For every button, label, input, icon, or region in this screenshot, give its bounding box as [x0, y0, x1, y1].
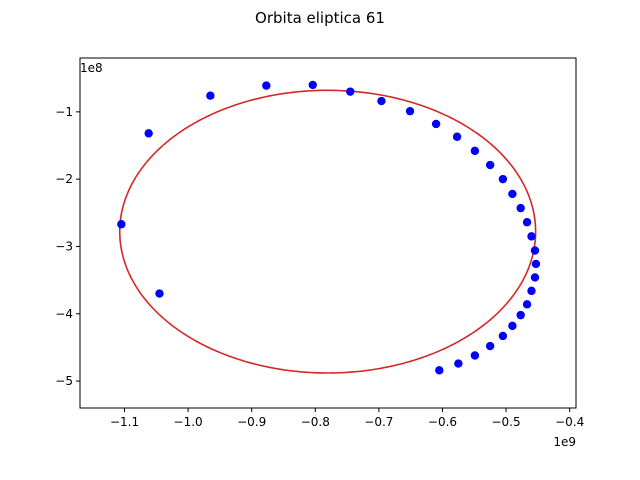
y-axis: −1 −2 −3 −4 −5	[55, 105, 80, 388]
data-point	[308, 80, 317, 90]
data-point	[155, 289, 164, 298]
y-tick-label: −2	[55, 172, 73, 186]
x-tick-label: −0.4	[555, 415, 584, 429]
x-axis: −1.1 −1.0 −0.9 −0.8 −0.7 −0.6 −0.5 −0.4	[110, 408, 584, 429]
x-tick-label: −0.9	[237, 415, 266, 429]
data-point	[485, 341, 495, 351]
marker-layer	[117, 80, 541, 375]
data-point	[508, 321, 517, 331]
data-point	[431, 119, 441, 129]
chart-title: Orbita eliptica 61	[255, 9, 385, 27]
data-point	[530, 273, 540, 282]
data-point	[206, 91, 215, 100]
x-tick-label: −0.5	[491, 415, 520, 429]
data-point	[516, 203, 525, 213]
data-point	[470, 146, 480, 156]
data-point	[405, 106, 415, 116]
x-tick-label: −1.0	[174, 415, 203, 429]
y-tick-label: −4	[55, 307, 73, 321]
orbit-line	[118, 89, 537, 374]
x-scale-label: 1e9	[553, 435, 576, 449]
data-point	[435, 366, 444, 375]
data-point	[522, 218, 532, 227]
y-tick-label: −1	[55, 105, 73, 119]
x-tick-label: −0.7	[364, 415, 393, 429]
data-point	[531, 259, 541, 269]
axes-frame	[79, 57, 577, 409]
data-point	[377, 96, 386, 106]
data-point	[452, 132, 462, 141]
orbit-layer	[118, 89, 537, 374]
data-point	[498, 174, 508, 184]
y-tick-label: −3	[55, 239, 73, 253]
x-tick-label: −1.1	[110, 415, 139, 429]
data-point	[346, 87, 355, 96]
data-point	[527, 232, 536, 241]
data-point	[530, 246, 540, 255]
data-point	[527, 286, 536, 296]
data-point	[522, 300, 532, 309]
x-tick-label: −0.8	[301, 415, 330, 429]
y-scale-label: 1e8	[80, 61, 103, 75]
x-tick-label: −0.6	[428, 415, 457, 429]
data-point	[262, 81, 271, 90]
data-point	[144, 129, 153, 138]
data-point	[508, 189, 517, 199]
data-point	[516, 310, 525, 320]
data-point	[117, 220, 126, 229]
data-point	[498, 331, 508, 341]
data-point	[485, 160, 495, 170]
y-tick-label: −5	[55, 374, 73, 388]
plot-area	[117, 80, 541, 375]
data-point	[454, 359, 463, 368]
data-point	[470, 351, 480, 360]
